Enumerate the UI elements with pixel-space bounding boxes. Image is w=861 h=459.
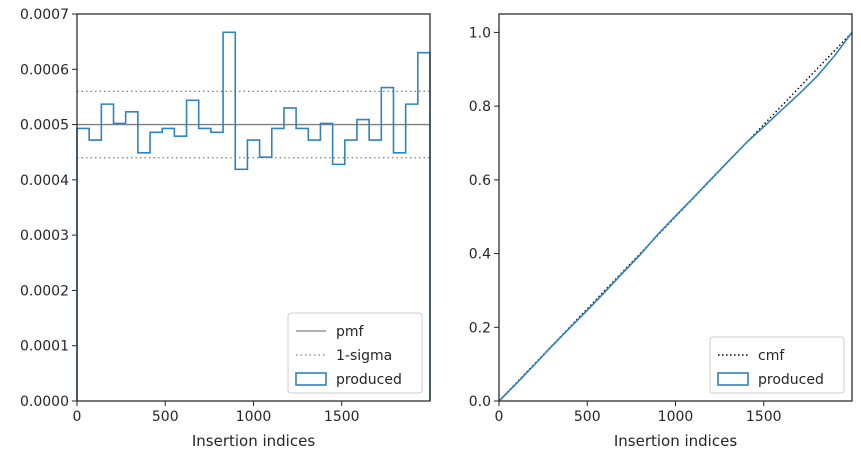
- x-tick-label: 500: [574, 409, 601, 425]
- y-tick-label: 0.0005: [20, 118, 69, 134]
- y-tick-label: 0.4: [469, 247, 491, 263]
- x-axis-label: Insertion indices: [192, 432, 315, 450]
- axes-frame: [76, 13, 431, 402]
- x-tick-label: 1500: [324, 409, 360, 425]
- x-tick-label: 500: [152, 409, 179, 425]
- legend-swatch-produced: [295, 372, 327, 386]
- axes-frame: [498, 13, 853, 402]
- x-tick-label: 1000: [658, 409, 694, 425]
- y-tick-label: 0.0003: [20, 228, 69, 244]
- y-tick-label: 0.6: [469, 173, 491, 189]
- legend: cmf produced: [709, 336, 845, 394]
- histogram-step-series: [76, 31, 431, 401]
- y-tick-label: 0.2: [469, 320, 491, 336]
- y-tick-label: 0.0002: [20, 283, 69, 299]
- x-tick-label: 0: [495, 409, 504, 425]
- y-tick-label: 0.0007: [20, 7, 69, 23]
- y-tick-label: 0.0000: [20, 394, 69, 410]
- y-tick-label: 0.0: [469, 394, 491, 410]
- legend-swatch-produced: [717, 372, 749, 386]
- y-tick-label: 0.0004: [20, 173, 69, 189]
- legend-label-produced: produced: [758, 372, 824, 388]
- x-tick-label: 0: [73, 409, 82, 425]
- y-tick-label: 1.0: [469, 25, 491, 41]
- produced-cumulative-line: [498, 31, 853, 402]
- legend-label-pmf: pmf: [336, 324, 365, 340]
- y-tick-label: 0.0006: [20, 62, 69, 78]
- legend-label-cmf: cmf: [758, 348, 785, 364]
- cmf-chart: 0 500 1000 1500 0.0 0.2 0.4 0.6 0.8 1.0 Insertion …: [469, 13, 853, 450]
- y-tick-label: 0.0001: [20, 339, 69, 355]
- y-tick-label: 0.8: [469, 99, 491, 115]
- legend: pmf 1-sigma produced: [287, 312, 423, 394]
- x-tick-label: 1000: [236, 409, 272, 425]
- legend-label-1-sigma: 1-sigma: [336, 348, 392, 364]
- x-tick-label: 1500: [746, 409, 782, 425]
- legend-label-produced: produced: [336, 372, 402, 388]
- histogram-chart: 0 500 1000 1500 0.0000 0.0001 0.0002 0.0003 0.00…: [20, 7, 431, 450]
- x-axis-label: Insertion indices: [614, 432, 737, 450]
